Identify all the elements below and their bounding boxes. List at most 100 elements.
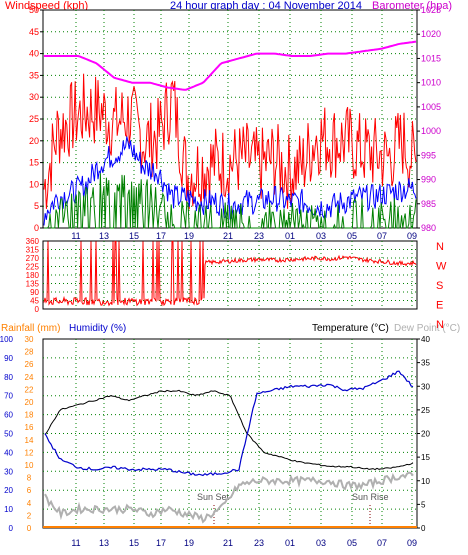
rainfall-y-tick-label: 6 bbox=[27, 486, 32, 495]
barometer-y-tick-label: 1005 bbox=[421, 102, 441, 112]
temp-x-tick-label: 13 bbox=[99, 538, 109, 548]
direction-y-tick-label: 315 bbox=[26, 246, 40, 255]
rainfall-y-tick-label: 2 bbox=[27, 511, 32, 520]
temp-x-tick-label: 01 bbox=[285, 538, 295, 548]
wind-y-tick-label: 30 bbox=[29, 92, 39, 102]
rainfall-y-tick-label: 10 bbox=[25, 461, 34, 470]
wind-x-tick-label: 09 bbox=[407, 231, 417, 241]
temp-x-tick-label: 09 bbox=[407, 538, 417, 548]
rainfall-y-tick-label: 26 bbox=[25, 360, 34, 369]
sunset-label: Sun Set bbox=[197, 492, 230, 502]
direction-y-tick-label: 270 bbox=[26, 254, 40, 263]
barometer-y-tick-label: 1025 bbox=[421, 5, 441, 15]
direction-compass-label: W bbox=[436, 261, 447, 273]
wind-x-tick-label: 23 bbox=[254, 231, 264, 241]
wind-y-tick-label: 45 bbox=[29, 27, 39, 37]
wind-x-tick-label: 01 bbox=[285, 231, 295, 241]
barometer-axis-title: Barometer (hpa) bbox=[372, 0, 452, 12]
temp-x-tick-label: 07 bbox=[377, 538, 387, 548]
wind-y-tick-label: 10 bbox=[29, 179, 39, 189]
temp-x-tick-label: 23 bbox=[254, 538, 264, 548]
temp-x-tick-label: 03 bbox=[316, 538, 326, 548]
wind-y-tick-label: 20 bbox=[29, 136, 39, 146]
barometer-y-tick-label: 985 bbox=[421, 199, 436, 209]
temperature-y-tick-label: 15 bbox=[421, 453, 430, 462]
direction-compass-label: S bbox=[436, 280, 443, 292]
direction-compass-label: E bbox=[436, 300, 443, 312]
rainfall-y-tick-label: 28 bbox=[25, 348, 34, 357]
humidity-y-tick-label: 80 bbox=[4, 373, 13, 382]
direction-y-tick-label: 180 bbox=[26, 271, 40, 280]
direction-y-tick-label: 135 bbox=[26, 280, 40, 289]
rainfall-y-tick-label: 20 bbox=[25, 398, 34, 407]
wind-x-tick-label: 17 bbox=[156, 231, 166, 241]
wind-direction-series bbox=[43, 240, 417, 307]
rainfall-y-tick-label: 16 bbox=[25, 423, 34, 432]
temp-x-tick-label: 19 bbox=[184, 538, 194, 548]
wind-x-tick-label: 21 bbox=[223, 231, 233, 241]
humidity-y-tick-label: 40 bbox=[4, 448, 13, 457]
rainfall-y-tick-label: 8 bbox=[27, 474, 32, 483]
rainfall-y-tick-label: 22 bbox=[25, 385, 34, 394]
temperature-y-tick-label: 0 bbox=[421, 524, 426, 533]
temperature-series bbox=[44, 389, 414, 471]
direction-y-tick-label: 225 bbox=[26, 263, 40, 272]
temperature-panel bbox=[42, 338, 418, 529]
direction-y-tick-label: 360 bbox=[26, 237, 40, 246]
temperature-y-tick-label: 10 bbox=[421, 477, 430, 486]
direction-compass-label: N bbox=[436, 241, 444, 253]
rainfall-y-tick-label: 30 bbox=[25, 335, 34, 344]
temperature-y-tick-label: 40 bbox=[421, 335, 430, 344]
humidity-y-tick-label: 50 bbox=[4, 430, 13, 439]
wind-x-tick-label: 15 bbox=[129, 231, 139, 241]
sunrise-label: Sun Rise bbox=[352, 492, 389, 502]
wind-y-tick-label: 25 bbox=[29, 114, 39, 124]
rainfall-y-tick-label: 18 bbox=[25, 411, 34, 420]
wind-gust-series bbox=[43, 73, 417, 210]
temperature-y-tick-label: 5 bbox=[421, 500, 426, 509]
direction-y-tick-label: 90 bbox=[30, 288, 39, 297]
rainfall-axis-title: Rainfall (mm) bbox=[1, 323, 60, 334]
humidity-y-tick-label: 90 bbox=[4, 354, 13, 363]
barometer-y-tick-label: 995 bbox=[421, 150, 436, 160]
humidity-y-tick-label: 60 bbox=[4, 411, 13, 420]
humidity-y-tick-label: 100 bbox=[0, 335, 14, 344]
humidity-y-tick-label: 0 bbox=[9, 524, 14, 533]
humidity-y-tick-label: 30 bbox=[4, 467, 13, 476]
temperature-y-tick-label: 35 bbox=[421, 359, 430, 368]
barometer-y-tick-label: 1020 bbox=[421, 29, 441, 39]
temp-x-tick-label: 21 bbox=[223, 538, 233, 548]
temperature-axis-title: Temperature (°C) bbox=[312, 323, 389, 334]
direction-y-tick-label: 0 bbox=[35, 305, 40, 314]
temp-x-tick-label: 05 bbox=[347, 538, 357, 548]
barometer-y-tick-label: 1015 bbox=[421, 53, 441, 63]
wind-y-tick-label: 5 bbox=[34, 201, 39, 211]
temp-x-tick-label: 17 bbox=[156, 538, 166, 548]
wind-x-tick-label: 07 bbox=[377, 231, 387, 241]
rainfall-y-tick-label: 24 bbox=[25, 373, 34, 382]
temp-x-tick-label: 11 bbox=[71, 538, 80, 548]
direction-y-tick-label: 45 bbox=[30, 297, 39, 306]
barometer-y-tick-label: 990 bbox=[421, 175, 436, 185]
barometer-y-tick-label: 980 bbox=[421, 223, 436, 233]
wind-y-tick-label: 15 bbox=[29, 158, 39, 168]
wind-y-tick-label: 0 bbox=[34, 223, 39, 233]
wind-x-tick-label: 11 bbox=[71, 231, 80, 241]
humidity-y-tick-label: 10 bbox=[4, 505, 13, 514]
rainfall-y-tick-label: 14 bbox=[25, 436, 34, 445]
wind-x-tick-label: 13 bbox=[99, 231, 109, 241]
humidity-y-tick-label: 20 bbox=[4, 486, 13, 495]
barometer-series bbox=[44, 40, 417, 91]
wind-x-tick-label: 03 bbox=[316, 231, 326, 241]
chart-title: 24 hour graph day : 04 November 2014 bbox=[170, 0, 362, 12]
dewpoint-axis-title: Dew Point (°C) bbox=[394, 323, 460, 334]
wind-x-tick-label: 19 bbox=[184, 231, 194, 241]
rainfall-y-tick-label: 12 bbox=[25, 448, 34, 457]
barometer-y-tick-label: 1000 bbox=[421, 126, 441, 136]
wind-y-tick-label: 50 bbox=[29, 5, 39, 15]
humidity-series bbox=[44, 370, 414, 477]
humidity-y-tick-label: 70 bbox=[4, 392, 13, 401]
wind-y-tick-label: 35 bbox=[29, 70, 39, 80]
